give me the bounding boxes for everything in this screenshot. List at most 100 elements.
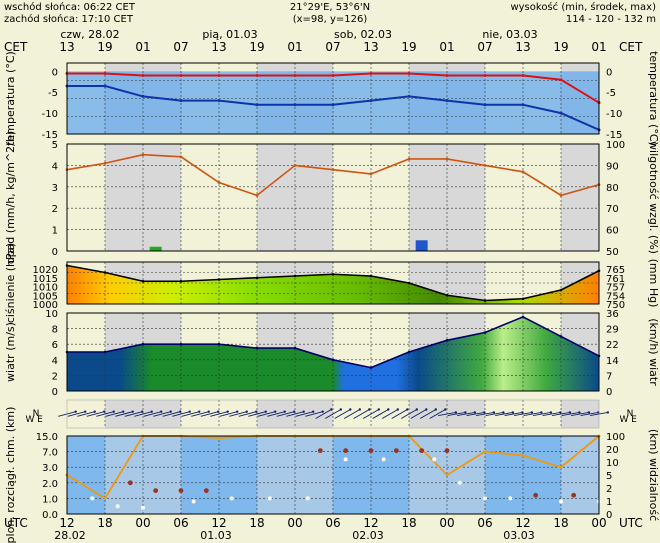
- pressure-tick-left: 1015: [33, 274, 58, 285]
- pressure-tick-right: 761: [606, 274, 625, 285]
- temp-point: [445, 99, 449, 103]
- temp-point: [559, 111, 563, 115]
- cloud-base-dot: [432, 457, 437, 462]
- cloud-layer-dot: [127, 480, 133, 486]
- pressure-point: [331, 272, 335, 276]
- wind-tick-left: 6: [52, 340, 58, 351]
- humidity-tick: 70: [606, 204, 619, 215]
- pressure-tick-left: 1010: [33, 283, 58, 294]
- wind-point: [103, 350, 107, 354]
- temp-point: [255, 74, 259, 78]
- top-hour-label: 01: [135, 40, 150, 54]
- elevation-label: wysokość (min, środek, max): [510, 1, 656, 13]
- bottom-tz-right: UTC: [619, 516, 643, 530]
- sunset-text: zachód słońca: 17:10 CET: [4, 13, 134, 25]
- wind-arrow-head: [396, 408, 399, 411]
- humidity-tick: 80: [606, 183, 619, 194]
- wind-arrow: [457, 411, 475, 417]
- wind-arrow: [533, 411, 551, 417]
- night-band: [561, 144, 599, 251]
- cloud-tick: 2.0: [42, 479, 58, 490]
- wind-arrow: [571, 411, 589, 417]
- pressure-panel: 1020 765 1015 761 1010 757 1005 754 1000 750 ciśni…: [4, 243, 660, 323]
- wind-arrow: [362, 409, 380, 419]
- temp-point: [217, 99, 221, 103]
- wind-arrow-head: [387, 408, 390, 411]
- temp-point: [141, 74, 145, 78]
- wind-point: [521, 315, 525, 319]
- wind-arrow: [77, 411, 95, 417]
- top-day-labels: czw, 28.02 pią, 01.03 sob, 02.03 nie, 03.03: [60, 28, 537, 41]
- pressure-point: [445, 293, 449, 297]
- wind-arrow: [153, 411, 171, 417]
- precip-bar: [149, 246, 162, 251]
- wind-arrow: [86, 411, 105, 417]
- humidity-point: [293, 164, 297, 167]
- wind-arrow: [143, 411, 162, 417]
- pressure-ylabel: ciśnienie (hPa): [4, 243, 17, 323]
- bottom-hour-label: 06: [173, 516, 188, 530]
- wind-arrow: [229, 411, 247, 417]
- wind-arrow: [181, 411, 200, 417]
- pressure-point: [559, 288, 563, 292]
- wind-arrow: [476, 411, 494, 417]
- elevation-values: 114 - 120 - 132 m: [566, 14, 656, 25]
- bottom-tz-left: UTC: [4, 516, 28, 530]
- cloud-base-dot: [141, 505, 145, 510]
- temp-point: [445, 74, 449, 78]
- wind-tick-left: 10: [45, 309, 58, 320]
- humidity-point: [103, 161, 107, 165]
- visibility-point: [217, 436, 221, 440]
- wind-arrow-head: [406, 408, 409, 411]
- wind-arrow: [172, 411, 190, 417]
- pressure-point: [369, 274, 373, 278]
- wind-arrow-head: [178, 410, 182, 413]
- wind-arrow: [191, 411, 209, 417]
- wind-arrow: [495, 411, 513, 417]
- temp-point: [141, 94, 145, 98]
- humidity-ylabel: wilgotność wzgl. (%): [647, 141, 660, 254]
- cloud-tick: 0.0: [42, 510, 58, 521]
- wind-arrow-head: [368, 408, 371, 411]
- cloud-base-dot: [457, 480, 462, 485]
- pressure-point: [521, 297, 525, 301]
- wind-ylabel: wiatr (m/s): [4, 322, 17, 382]
- bottom-date-label: 28.02: [54, 529, 86, 542]
- wind-arrow: [410, 409, 427, 419]
- panel-frame: [66, 261, 600, 305]
- wind-arrow-head: [587, 411, 591, 414]
- temp-point: [293, 74, 297, 78]
- wind-arrow-head: [377, 408, 380, 411]
- wind-arrow-head: [568, 411, 572, 414]
- cloud-base-dot: [90, 496, 95, 501]
- top-hour-label: 01: [591, 40, 606, 54]
- wind-point: [255, 346, 259, 350]
- wind-arrow-head: [473, 411, 477, 414]
- top-hour-label: 01: [287, 40, 302, 54]
- bottom-hour-label: 12: [59, 516, 74, 530]
- bottom-hour-label: 00: [287, 516, 302, 530]
- wind-point: [445, 339, 449, 342]
- cloud-base-dot: [559, 499, 563, 504]
- humidity-point: [483, 164, 487, 167]
- wind-arrow-head: [502, 411, 505, 414]
- compass-w-right: W: [620, 415, 629, 425]
- cloud-layer-dot: [343, 448, 349, 454]
- visibility-point: [445, 473, 449, 477]
- pressure-point: [103, 271, 107, 274]
- humidity-point: [141, 153, 145, 157]
- humidity-point: [369, 172, 373, 176]
- temp-point: [369, 99, 373, 103]
- wind-arrow: [210, 411, 228, 417]
- humidity-tick: 90: [606, 161, 619, 172]
- wind-arrow-head: [264, 410, 267, 413]
- top-hour-label: 19: [249, 40, 264, 54]
- wind-point: [559, 335, 563, 338]
- pressure-tick-right: 757: [606, 283, 625, 294]
- wind-arrow: [353, 409, 370, 419]
- humidity-point: [255, 193, 259, 197]
- top-hour-label: 07: [173, 40, 188, 54]
- wind-arrow-head: [83, 410, 87, 413]
- panel-frame: [66, 143, 600, 252]
